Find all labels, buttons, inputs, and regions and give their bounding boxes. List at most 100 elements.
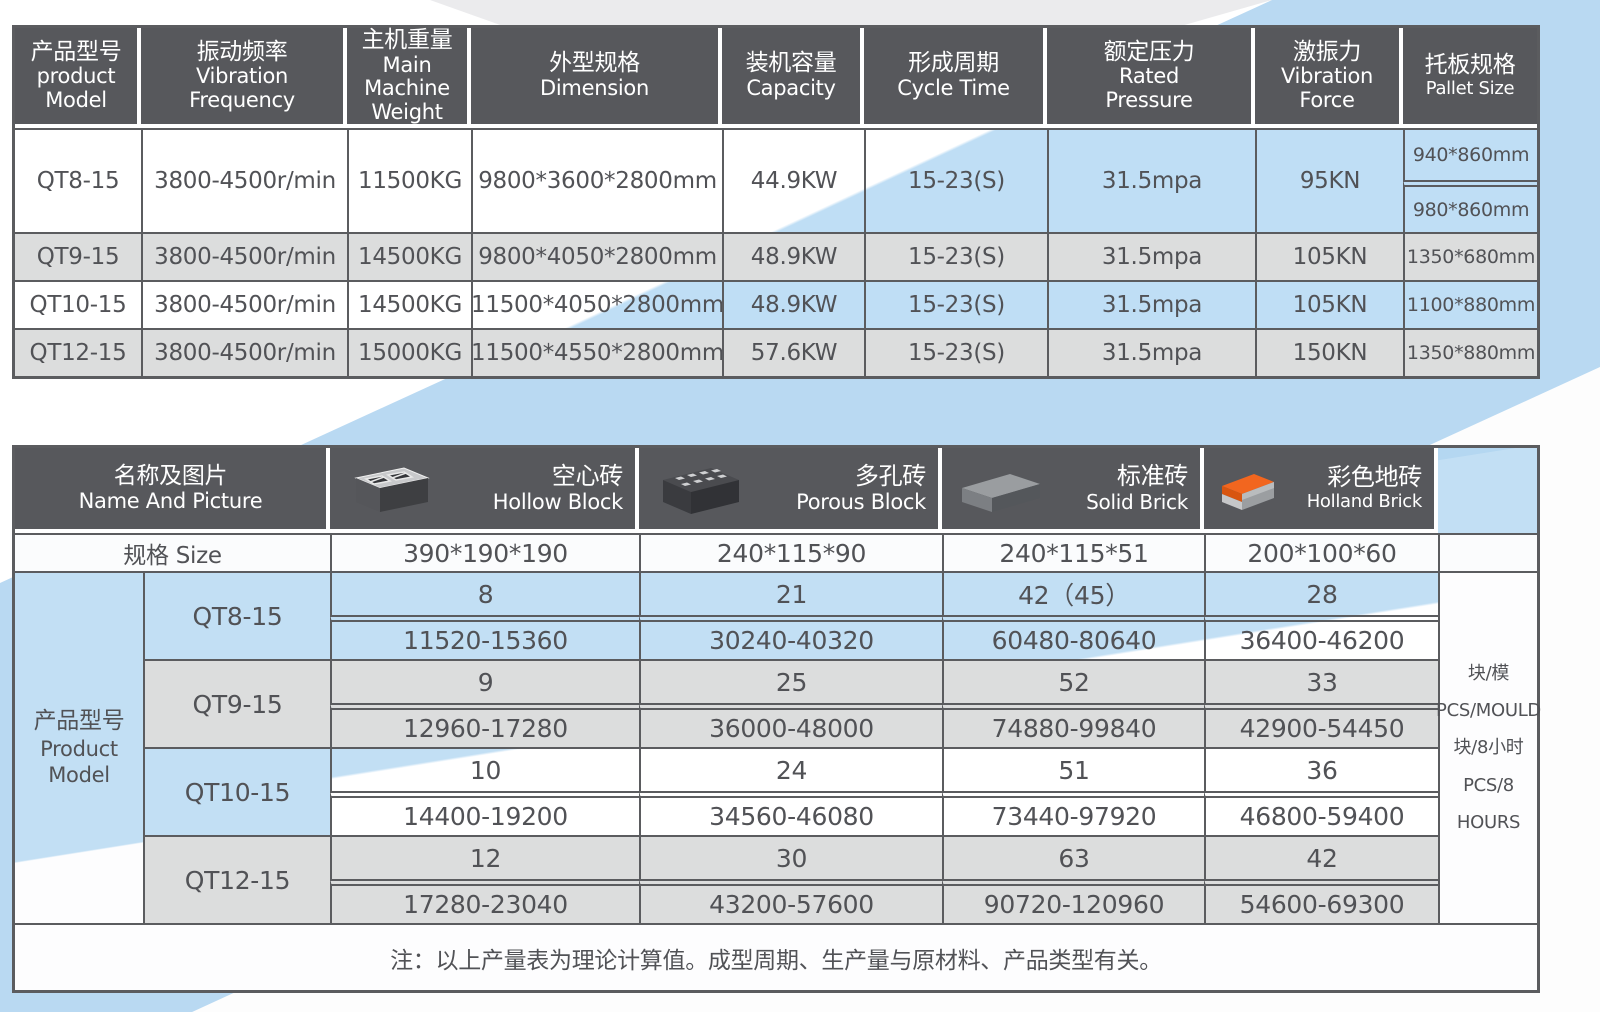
t2-qt8-mould-holland: 28	[1204, 571, 1438, 615]
t1-cell-force-qt10: 105KN	[1255, 280, 1403, 328]
t1-cell-cycle-qt10: 15-23(S)	[864, 280, 1047, 328]
t1-cell-capacity-qt8: 44.9KW	[722, 128, 864, 232]
t1-cell-pallet-qt9: 1350*680mm	[1403, 232, 1537, 280]
t1-cell-pallet-qt8-a: 940*860mm	[1403, 128, 1537, 180]
t2-size-porous: 240*115*90	[639, 533, 942, 571]
t1-header-pressure: 额定压力 Rated Pressure	[1047, 28, 1255, 128]
t1-cell-pressure-qt9: 31.5mpa	[1047, 232, 1255, 280]
t1-cell-weight-qt8: 11500KG	[347, 128, 471, 232]
t1-cell-pallet-qt10: 1100*880mm	[1403, 280, 1537, 328]
t1-header-model-zh: 产品型号	[30, 38, 122, 65]
t2-size-hollow: 390*190*190	[330, 533, 639, 571]
t2-qt12-mould-hollow: 12	[330, 835, 639, 879]
t1-header-capacity: 装机容量 Capacity	[722, 28, 864, 128]
t2-header-name: 名称及图片 Name And Picture	[15, 448, 330, 533]
t2-header-porous-block: 多孔砖 Porous Block	[639, 448, 942, 533]
t1-cell-pressure-qt12: 31.5mpa	[1047, 328, 1255, 376]
t2-qt8-mould-porous: 21	[639, 571, 942, 615]
t1-cell-freq-qt9: 3800-4500r/min	[141, 232, 347, 280]
machine-spec-table: 产品型号 product Model 振动频率 Vibration Frequenc…	[12, 25, 1540, 379]
t2-qt9-8h-holland: 42900-54450	[1204, 703, 1438, 747]
t2-header-holland-brick: 彩色地砖 Holland Brick	[1204, 448, 1438, 533]
t1-cell-freq-qt10: 3800-4500r/min	[141, 280, 347, 328]
holland-brick-icon	[1222, 473, 1274, 510]
t2-qt8-8h-holland: 36400-46200	[1204, 615, 1438, 659]
t2-model-qt10: QT10-15	[143, 747, 330, 835]
t1-cell-dim-qt9: 9800*4050*2800mm	[471, 232, 722, 280]
t2-size-spacer	[1438, 533, 1537, 571]
hollow-block-icon	[354, 466, 430, 512]
t1-cell-capacity-qt10: 48.9KW	[722, 280, 864, 328]
t1-header-force: 激振力 Vibration Force	[1255, 28, 1403, 128]
t2-qt8-8h-solid: 60480-80640	[942, 615, 1204, 659]
t2-qt9-8h-hollow: 12960-17280	[330, 703, 639, 747]
t1-header-weight: 主机重量 Main Machine Weight	[347, 27, 471, 128]
t2-qt10-mould-hollow: 10	[330, 747, 639, 791]
t1-cell-pallet-qt12: 1350*880mm	[1403, 328, 1537, 376]
t2-qt12-8h-porous: 43200-57600	[639, 879, 942, 923]
t2-header-spacer	[1438, 448, 1537, 533]
t1-cell-freq-qt8: 3800-4500r/min	[141, 128, 347, 232]
unit-line-pcs-8h-en1: PCS/8	[1463, 774, 1514, 796]
t2-size-solid: 240*115*51	[942, 533, 1204, 571]
t2-qt8-8h-hollow: 11520-15360	[330, 615, 639, 659]
t2-model-qt8: QT8-15	[143, 571, 330, 659]
t1-cell-weight-qt10: 14500KG	[347, 280, 471, 328]
t2-qt9-mould-hollow: 9	[330, 659, 639, 703]
t2-qt12-mould-porous: 30	[639, 835, 942, 879]
t1-cell-weight-qt12: 15000KG	[347, 328, 471, 376]
t2-qt9-mould-holland: 33	[1204, 659, 1438, 703]
t1-cell-cycle-qt12: 15-23(S)	[864, 328, 1047, 376]
t2-qt10-8h-porous: 34560-46080	[639, 791, 942, 835]
t2-qt8-mould-hollow: 8	[330, 571, 639, 615]
solid-brick-icon	[962, 473, 1040, 512]
t1-cell-freq-qt12: 3800-4500r/min	[141, 328, 347, 376]
t1-cell-weight-qt9: 14500KG	[347, 232, 471, 280]
porous-block-icon	[663, 467, 739, 514]
t2-qt9-8h-solid: 74880-99840	[942, 703, 1204, 747]
t2-model-qt9: QT9-15	[143, 659, 330, 747]
t2-qt8-8h-porous: 30240-40320	[639, 615, 942, 659]
t1-header-dimension: 外型规格 Dimension	[471, 28, 722, 128]
t1-cell-dim-qt12: 11500*4550*2800mm	[471, 328, 724, 376]
t2-qt9-mould-solid: 52	[942, 659, 1204, 703]
t2-qt12-mould-solid: 63	[942, 835, 1204, 879]
t1-cell-pressure-qt8: 31.5mpa	[1047, 128, 1255, 232]
t1-cell-pressure-qt10: 31.5mpa	[1047, 280, 1255, 328]
t2-header-hollow-block: 空心砖 Hollow Block	[330, 448, 639, 533]
t2-model-qt12: QT12-15	[143, 835, 330, 923]
t2-qt12-8h-holland: 54600-69300	[1204, 879, 1438, 923]
t2-size-holland: 200*100*60	[1204, 533, 1438, 571]
t1-header-model: 产品型号 product Model	[15, 28, 141, 128]
t2-qt12-8h-hollow: 17280-23040	[330, 879, 639, 923]
t2-qt12-mould-holland: 42	[1204, 835, 1438, 879]
unit-line-pcs-mould-zh: 块/模	[1467, 662, 1510, 684]
t2-qt9-8h-porous: 36000-48000	[639, 703, 942, 747]
t1-header-frequency: 振动频率 Vibration Frequency	[141, 28, 347, 128]
t2-row-label: 产品型号 Product Model	[15, 571, 143, 923]
t1-cell-dim-qt8: 9800*3600*2800mm	[471, 128, 722, 232]
t1-cell-force-qt12: 150KN	[1255, 328, 1403, 376]
t1-cell-dim-qt10: 11500*4050*2800mm	[471, 280, 724, 328]
t2-qt10-8h-hollow: 14400-19200	[330, 791, 639, 835]
t1-header-cycle: 形成周期 Cycle Time	[864, 28, 1047, 128]
t1-cell-capacity-qt12: 57.6KW	[722, 328, 864, 376]
t1-cell-model-qt8: QT8-15	[15, 128, 141, 232]
t2-unit-cell: 块/模 PCS/MOULD 块/8小时 PCS/8 HOURS	[1436, 571, 1541, 923]
unit-line-pcs-8h-en2: HOURS	[1456, 812, 1521, 834]
t1-cell-model-qt10: QT10-15	[15, 280, 141, 328]
t2-qt10-mould-porous: 24	[639, 747, 942, 791]
t2-header-solid-brick: 标准砖 Solid Brick	[942, 448, 1204, 533]
t1-cell-pallet-qt8-b: 980*860mm	[1403, 180, 1537, 232]
t2-qt12-8h-solid: 90720-120960	[942, 879, 1204, 923]
unit-line-pcs-8h-zh: 块/8小时	[1453, 737, 1524, 759]
t2-qt8-mould-solid: 42（45）	[942, 571, 1204, 615]
t2-note: 注：以上产量表为理论计算值。成型周期、生产量与原材料、产品类型有关。	[15, 923, 1537, 990]
t2-qt10-8h-holland: 46800-59400	[1204, 791, 1438, 835]
t2-qt10-mould-holland: 36	[1204, 747, 1438, 791]
production-capacity-table: 名称及图片 Name And Picture 空心砖 Hollow Block	[12, 445, 1541, 993]
t1-cell-model-qt9: QT9-15	[15, 232, 141, 280]
t1-cell-cycle-qt8: 15-23(S)	[864, 128, 1047, 232]
t1-cell-model-qt12: QT12-15	[15, 328, 141, 376]
